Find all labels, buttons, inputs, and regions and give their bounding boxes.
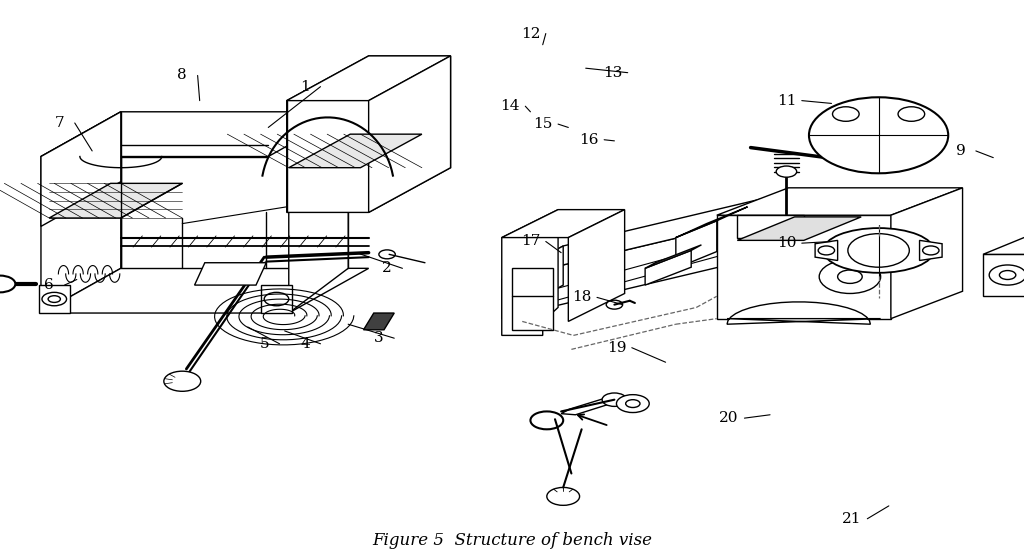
Polygon shape <box>891 188 963 319</box>
Circle shape <box>379 250 395 259</box>
Polygon shape <box>41 112 121 313</box>
Polygon shape <box>369 56 451 212</box>
Text: 7: 7 <box>54 116 65 130</box>
Circle shape <box>42 292 67 306</box>
Text: 9: 9 <box>955 144 966 158</box>
Text: 5: 5 <box>259 337 269 351</box>
Text: 18: 18 <box>572 290 591 305</box>
Polygon shape <box>287 56 451 101</box>
Polygon shape <box>983 238 1024 254</box>
Polygon shape <box>289 134 422 168</box>
Text: 16: 16 <box>579 132 599 147</box>
Polygon shape <box>121 112 348 268</box>
Circle shape <box>547 487 580 505</box>
Circle shape <box>989 265 1024 285</box>
Text: 20: 20 <box>719 411 739 425</box>
Text: 19: 19 <box>606 340 627 355</box>
Polygon shape <box>676 207 748 238</box>
Text: 10: 10 <box>776 236 797 250</box>
Text: 6: 6 <box>44 278 54 292</box>
Text: 4: 4 <box>300 337 310 351</box>
Polygon shape <box>195 263 266 285</box>
Polygon shape <box>645 250 691 285</box>
Polygon shape <box>502 224 737 319</box>
Circle shape <box>626 400 640 408</box>
Polygon shape <box>983 254 1024 296</box>
Polygon shape <box>39 285 70 313</box>
Circle shape <box>999 271 1016 280</box>
Polygon shape <box>737 215 804 238</box>
Circle shape <box>0 276 15 292</box>
Polygon shape <box>727 302 881 324</box>
Circle shape <box>818 246 835 255</box>
Text: 21: 21 <box>842 511 862 526</box>
Text: 17: 17 <box>521 234 540 249</box>
Polygon shape <box>568 210 625 321</box>
Circle shape <box>164 371 201 391</box>
Text: 12: 12 <box>520 26 541 41</box>
Circle shape <box>819 260 881 293</box>
Text: 1: 1 <box>300 79 310 94</box>
Polygon shape <box>920 240 942 260</box>
Circle shape <box>838 270 862 283</box>
Polygon shape <box>676 221 717 268</box>
Polygon shape <box>502 190 799 280</box>
Circle shape <box>606 300 623 309</box>
Circle shape <box>833 107 859 121</box>
Circle shape <box>923 246 939 255</box>
Text: 2: 2 <box>382 261 392 276</box>
Polygon shape <box>561 397 614 415</box>
Polygon shape <box>49 183 182 218</box>
Text: 14: 14 <box>500 99 520 113</box>
Polygon shape <box>815 240 838 260</box>
Polygon shape <box>737 217 861 240</box>
Text: 11: 11 <box>776 93 797 108</box>
Ellipse shape <box>823 228 934 273</box>
Polygon shape <box>364 313 394 330</box>
Polygon shape <box>289 112 348 313</box>
Circle shape <box>48 296 60 302</box>
Circle shape <box>602 393 627 406</box>
Text: 15: 15 <box>534 117 552 131</box>
Polygon shape <box>41 268 369 313</box>
Circle shape <box>809 97 948 173</box>
Polygon shape <box>287 56 451 212</box>
Polygon shape <box>502 246 563 319</box>
Polygon shape <box>261 285 292 313</box>
Text: 8: 8 <box>177 68 187 83</box>
Polygon shape <box>512 268 553 330</box>
Circle shape <box>616 395 649 413</box>
Circle shape <box>776 166 797 177</box>
Polygon shape <box>717 215 891 319</box>
Text: 13: 13 <box>603 65 622 80</box>
Polygon shape <box>502 210 625 238</box>
Polygon shape <box>717 188 963 215</box>
Polygon shape <box>645 245 701 268</box>
Circle shape <box>848 234 909 267</box>
Polygon shape <box>41 112 121 226</box>
Circle shape <box>898 107 925 121</box>
Circle shape <box>264 292 289 306</box>
Polygon shape <box>41 112 348 157</box>
Polygon shape <box>502 210 558 335</box>
Text: 3: 3 <box>374 331 384 345</box>
Text: Figure 5  Structure of bench vise: Figure 5 Structure of bench vise <box>372 532 652 549</box>
Circle shape <box>530 411 563 429</box>
